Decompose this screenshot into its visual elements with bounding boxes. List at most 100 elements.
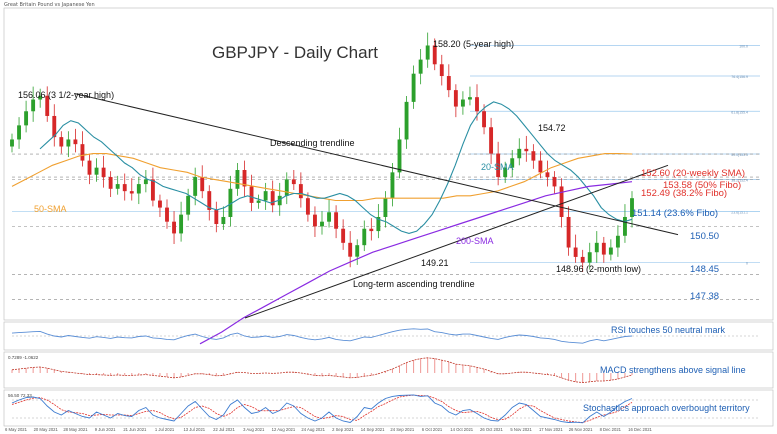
stoch-k-line xyxy=(11,394,633,424)
sma20-line xyxy=(39,101,633,234)
fibo-tag: 76.4(156.9 xyxy=(731,75,748,79)
x-axis-date-label: 20 May 2021 xyxy=(34,427,59,432)
candle-body xyxy=(87,160,92,175)
candle-body xyxy=(552,177,557,187)
candle-body xyxy=(531,151,536,161)
price-panel-border xyxy=(3,7,774,321)
candle-body xyxy=(545,172,550,178)
macd-panel-border xyxy=(3,351,774,389)
candle-body xyxy=(298,184,303,199)
level-label: 150.50 xyxy=(690,231,719,242)
candle-body xyxy=(52,115,57,138)
candle-body xyxy=(158,200,162,208)
candle-body xyxy=(172,221,176,234)
candle-body xyxy=(369,228,374,232)
candle-body xyxy=(207,191,212,210)
candle-body xyxy=(439,64,444,77)
candle-body xyxy=(566,216,571,248)
candle-body xyxy=(193,177,198,196)
x-axis-date-label: 24 Aug 2021 xyxy=(301,427,325,432)
level-label: 152.49 (38.2% Fibo) xyxy=(641,188,727,199)
candle-body xyxy=(38,95,43,100)
candle-body xyxy=(122,184,127,192)
chart-title: GBPJPY - Daily Chart xyxy=(212,43,378,62)
candle-body xyxy=(573,247,578,257)
x-axis-date-label: 13 Jul 2021 xyxy=(183,427,205,432)
candle-body xyxy=(411,73,416,102)
macd-header-values: 0.7289 -1.0622 xyxy=(8,355,39,360)
annotation-label: 149.21 xyxy=(421,258,449,268)
candle-body xyxy=(59,137,64,147)
candle-body xyxy=(503,167,508,178)
x-axis-date-label: 28 May 2021 xyxy=(63,427,88,432)
candle-body xyxy=(446,76,451,91)
candle-body xyxy=(263,191,268,201)
candle-body xyxy=(397,139,402,173)
candle-body xyxy=(256,200,261,203)
candle-body xyxy=(186,195,191,215)
candle-body xyxy=(242,170,247,187)
candle-body xyxy=(453,90,458,107)
candle-body xyxy=(31,99,36,112)
candle-body xyxy=(362,228,367,246)
candle-body xyxy=(510,158,515,168)
candle-body xyxy=(143,179,148,185)
candle-body xyxy=(101,167,106,178)
x-axis-date-label: 9 Jun 2021 xyxy=(95,427,116,432)
sma200-line xyxy=(199,181,633,345)
candle-body xyxy=(587,252,592,263)
candle-body xyxy=(390,172,395,199)
level-label: 148.45 xyxy=(690,264,719,275)
candle-body xyxy=(270,191,275,206)
candle-body xyxy=(221,216,226,225)
rsi-line xyxy=(11,328,633,344)
candle-body xyxy=(608,247,613,255)
x-axis-date-label: 21 Jun 2021 xyxy=(123,427,147,432)
candle-body xyxy=(228,188,233,217)
x-axis-date-label: 1 Jul 2021 xyxy=(155,427,175,432)
candle-body xyxy=(355,245,360,257)
candle-body xyxy=(630,198,634,217)
candle-body xyxy=(320,221,324,227)
ascending-trendline xyxy=(244,164,669,319)
x-axis-date-label: 2 Sep 2021 xyxy=(332,427,354,432)
stoch-annotation: Stochastics approach overbought territor… xyxy=(583,403,750,413)
annotation-label: 148.96 (2-month low) xyxy=(556,264,641,274)
annotation-label: 20-SMA xyxy=(481,162,514,172)
candle-body xyxy=(594,242,599,253)
x-axis-date-label: 14 Sep 2021 xyxy=(361,427,385,432)
rsi-annotation: RSI touches 50 neutral mark xyxy=(611,325,726,335)
candle-body xyxy=(418,59,423,74)
level-label: 153.58 (50% Fibo) xyxy=(663,180,741,191)
x-axis-date-label: 17 Nov 2021 xyxy=(539,427,563,432)
x-axis-date-label: 22 Jul 2021 xyxy=(213,427,235,432)
candle-body xyxy=(475,97,479,112)
stochastics-panel-border xyxy=(3,389,774,427)
candle-body xyxy=(284,179,289,196)
fibo-tag: 38.2(152.4 xyxy=(731,179,748,183)
level-label: 147.38 xyxy=(690,291,719,302)
candle-body xyxy=(538,160,543,173)
candle-body xyxy=(580,256,585,263)
annotation-label: 50-SMA xyxy=(34,204,67,214)
fibo-tag: 0 xyxy=(746,262,748,266)
fibo-tag: 23.6(151.1 xyxy=(731,210,748,214)
candle-body xyxy=(94,167,99,175)
candle-body xyxy=(559,186,564,217)
candle-body xyxy=(327,212,331,222)
candle-body xyxy=(524,148,529,152)
candle-body xyxy=(468,97,472,100)
candle-body xyxy=(10,139,14,147)
level-label: 152.60 (20-weekly SMA) xyxy=(641,168,745,179)
candle-body xyxy=(425,45,430,60)
annotation-label: Descending trendline xyxy=(270,138,355,148)
candle-body xyxy=(249,186,254,203)
candle-body xyxy=(460,99,465,107)
candle-body xyxy=(496,153,501,178)
annotation-label: 156.06 (3 1/2-year high) xyxy=(18,90,114,100)
annotation-label: 200-SMA xyxy=(456,236,494,246)
candle-body xyxy=(383,198,388,217)
x-axis-date-label: 3 Aug 2021 xyxy=(243,427,265,432)
candle-body xyxy=(80,144,85,161)
